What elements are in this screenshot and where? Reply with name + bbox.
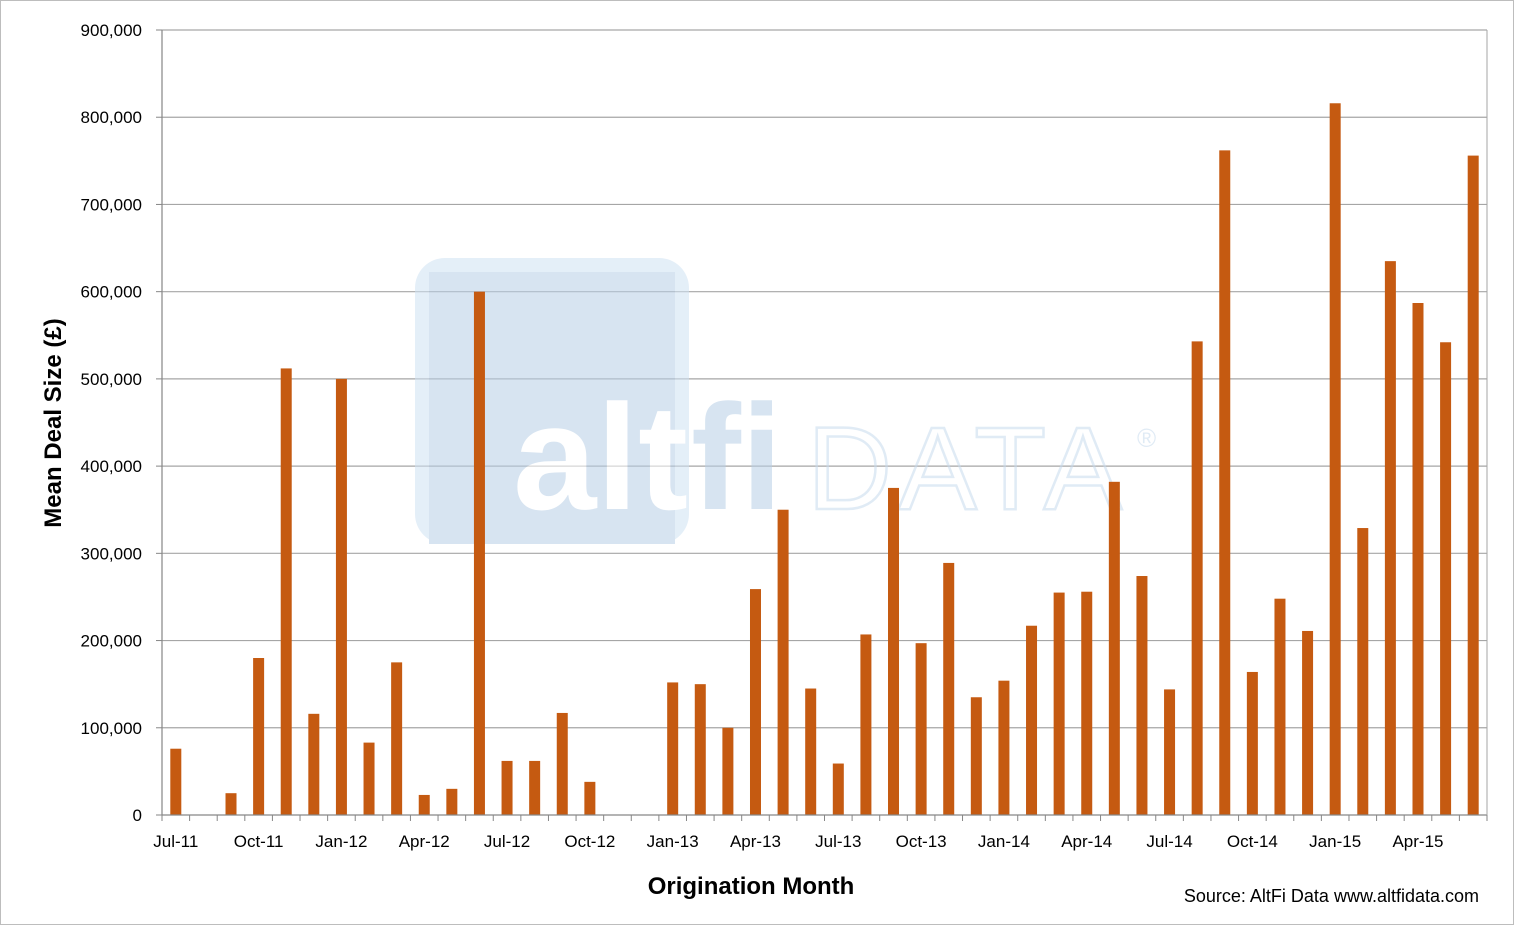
bar [1053,592,1065,815]
x-tick-label: Jan-12 [315,832,367,851]
bar [1219,150,1231,815]
bar [998,680,1010,815]
bar [970,697,982,815]
bar [860,634,872,815]
x-tick-label: Jan-14 [978,832,1030,851]
x-tick-label: Oct-12 [564,832,615,851]
bar [418,794,430,815]
watermark-registered-mark: ® [1137,423,1156,453]
gridlines [162,29,1487,729]
x-tick-label: Jan-13 [647,832,699,851]
bar [805,688,817,815]
bar [1440,342,1452,815]
bar [584,781,596,815]
y-tick-label: 0 [133,806,142,825]
watermark-tile-inner [429,272,675,544]
watermark-data-text: DATA [807,403,1128,535]
altfi-data-watermark: alt fi DATA ® [415,258,1156,544]
bar [1412,303,1424,815]
x-tick-label: Oct-11 [234,832,284,851]
bar [335,378,347,815]
y-tick-label: 200,000 [81,632,142,651]
bar [1329,103,1341,816]
bar-series [170,103,1479,816]
bar [473,291,485,816]
x-tick-label: Apr-13 [730,832,781,851]
y-tick-label: 400,000 [81,457,142,476]
y-tick-label: 700,000 [81,195,142,214]
bar [915,643,927,815]
bar [253,658,265,815]
bar [556,712,568,815]
bar [694,684,706,815]
y-tick-label: 500,000 [81,370,142,389]
x-tick-label: Jul-12 [484,832,530,851]
bar [1108,481,1120,815]
bar [722,727,734,815]
bar [832,763,844,815]
bar [1274,598,1286,815]
y-axis-title: Mean Deal Size (£) [40,318,67,527]
x-tick-label: Jan-15 [1309,832,1361,851]
x-tick-label: Jul-14 [1146,832,1192,851]
bar [225,793,237,815]
y-tick-label: 800,000 [81,108,142,127]
watermark-alt-text: alt [513,373,688,541]
bar [1136,576,1148,815]
bar [363,742,375,815]
bar [777,509,789,815]
bar [308,713,320,815]
source-note: Source: AltFi Data www.altfidata.com [1184,886,1479,906]
bar [1357,528,1369,815]
bar [280,368,292,815]
y-tick-label: 300,000 [81,544,142,563]
x-tick-label: Apr-15 [1392,832,1443,851]
x-axis-title: Origination Month [648,873,855,900]
bar [943,562,955,815]
y-tick-label: 900,000 [81,21,142,40]
bar [1026,625,1038,815]
watermark-fi-text: fi [691,373,783,541]
y-tick-label: 100,000 [81,719,142,738]
bar [529,760,541,815]
bar [1081,591,1093,815]
bar [1384,261,1396,815]
bar [501,760,513,815]
bar [1246,671,1258,815]
y-tick-labels: 0 100,000 200,000 300,000 400,000 500,000 600,… [81,21,162,825]
bar [1467,155,1479,816]
bar [1191,341,1203,815]
bar [667,682,679,815]
y-tick-label: 600,000 [81,283,142,302]
bar [1164,689,1176,815]
bar [749,589,761,815]
x-tick-label: Apr-14 [1061,832,1112,851]
bar [391,662,403,815]
x-tick-label: Oct-13 [896,832,947,851]
axes [161,30,1488,821]
bar [170,748,182,815]
x-tick-label: Oct-14 [1227,832,1278,851]
x-tick-labels: Jul-11 Oct-11 Jan-12 Apr-12 Jul-12 Oct-12 Jan-… [153,832,1443,851]
x-tick-label: Jul-11 [153,832,198,851]
x-tick-label: Apr-12 [399,832,450,851]
bar [446,788,458,815]
bar [888,487,900,815]
x-tick-label: Jul-13 [815,832,861,851]
bar [1302,630,1314,815]
